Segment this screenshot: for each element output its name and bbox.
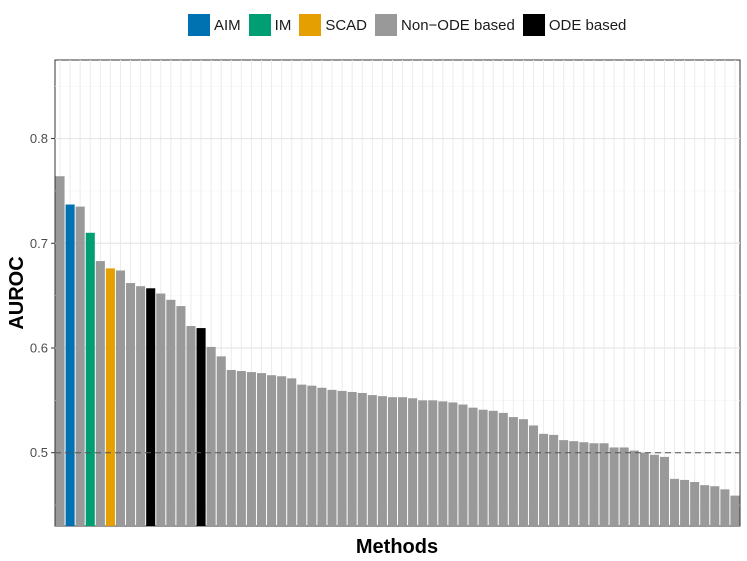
bar [256,373,267,526]
legend-item: IM [248,14,292,36]
y-axis: 0.5 0.6 0.7 0.8 [30,131,55,460]
bar [730,495,740,526]
bar [65,204,75,526]
bar [508,417,518,526]
bar [408,398,418,526]
bar [126,283,136,526]
bar [639,452,649,526]
legend-label: ODE based [548,16,627,34]
legend-swatch [299,14,322,36]
legend-label: IM [274,16,292,34]
bar [710,486,720,526]
bar [700,485,710,526]
bars [55,176,740,527]
bar [226,369,236,526]
bar [549,434,559,526]
bar [669,478,680,526]
bar [398,397,408,526]
bar [136,286,146,526]
bar [146,288,156,526]
bar [539,433,549,526]
legend-swatch [375,14,398,36]
bar [528,425,539,526]
bar [438,401,448,526]
bar [196,328,206,526]
bar [267,375,277,526]
bar [327,389,337,526]
bar [659,456,669,526]
bar [75,206,85,526]
y-axis-title: AUROC [6,256,28,329]
bar [55,176,65,526]
bar [347,391,357,526]
bar [85,232,95,527]
legend-item: SCAD [299,14,367,36]
bar [468,407,478,526]
y-tick-label: 0.7 [30,236,48,251]
bar [649,454,659,526]
bar [720,489,730,526]
bar [569,441,579,526]
bar [186,325,196,526]
bar [246,372,256,526]
bar [176,306,186,526]
bar [518,419,528,526]
legend-item: AIM [188,14,241,36]
legend-swatch [188,14,210,36]
legend-swatch [522,14,545,36]
bar [559,440,569,526]
bar [297,384,307,526]
bar [448,402,458,526]
y-tick-label: 0.6 [30,340,48,355]
bar [307,385,317,526]
bar [105,268,115,526]
bar [277,376,287,526]
y-tick-label: 0.5 [30,445,48,460]
bar [599,443,609,526]
bar [236,371,246,526]
legend-item: Non−ODE based [375,14,515,36]
bar [377,396,387,526]
legend-label: AIM [214,16,241,34]
legend-item: ODE based [522,14,627,36]
legend-label: Non−ODE based [401,16,515,34]
bar [629,450,639,526]
bar [589,443,599,526]
bar [216,356,226,526]
bar [357,393,367,526]
bar [428,400,438,526]
legend-swatch [248,14,271,36]
x-axis-title: Methods [356,536,438,558]
bar [156,293,166,526]
bar [115,270,126,526]
bar [206,346,216,526]
bar [478,409,488,526]
legend-label: SCAD [325,16,368,34]
bar [367,395,377,526]
bar [287,378,297,526]
bar [488,410,498,526]
bar [458,404,468,526]
bar [690,482,700,526]
legend: AIM IM SCAD Non−ODE based ODE based [188,12,634,38]
bar [317,387,327,526]
bar [680,479,690,526]
bar [166,299,176,526]
bar [337,390,347,526]
bar [498,412,508,526]
bar [579,442,589,526]
bar [387,397,397,526]
bar [619,447,629,526]
y-tick-label: 0.8 [30,131,48,146]
bar [95,261,105,526]
bar [609,447,619,526]
bar [418,400,428,526]
